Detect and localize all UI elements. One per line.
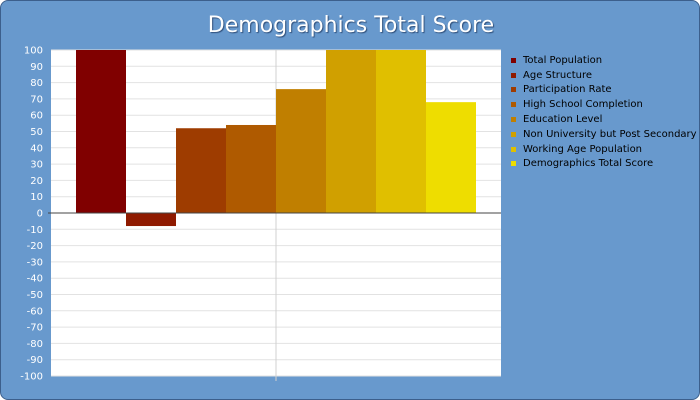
legend-label: Participation Rate (523, 84, 612, 96)
y-tick-label: 30 (30, 160, 43, 171)
y-tick-label: 40 (30, 143, 43, 154)
legend-swatch (511, 131, 516, 137)
bars (76, 50, 476, 227)
legend-swatch (511, 102, 516, 108)
legend-item: Non University but Post Secondary (511, 127, 697, 142)
bar-5[interactable] (276, 89, 326, 213)
legend-label: Education Level (523, 114, 603, 126)
y-tick-label: -10 (27, 225, 43, 236)
legend-item: Total Population (511, 53, 697, 68)
bar-7[interactable] (376, 50, 426, 213)
y-tick-label: -60 (27, 306, 43, 317)
legend-item: Demographics Total Score (511, 157, 697, 172)
bar-2[interactable] (126, 213, 176, 227)
bar-8[interactable] (426, 102, 476, 213)
y-tick-label: 100 (24, 46, 43, 57)
y-tick-label: -70 (27, 323, 43, 334)
y-tick-label: 20 (30, 176, 43, 187)
legend-label: Non University but Post Secondary (523, 128, 697, 140)
legend-label: Working Age Population (523, 143, 643, 155)
y-tick-label: 80 (30, 78, 43, 89)
legend-item: Age Structure (511, 68, 697, 83)
y-tick-label: 0 (37, 209, 43, 220)
bar-4[interactable] (226, 124, 276, 213)
legend-item: Participation Rate (511, 83, 697, 98)
legend-label: Total Population (523, 54, 603, 66)
legend-swatch (511, 57, 516, 63)
y-tick-label: -40 (27, 274, 43, 285)
y-tick-label: 70 (30, 94, 43, 105)
y-tick-label: -100 (20, 372, 43, 383)
legend-label: High School Completion (523, 99, 643, 111)
y-tick-label: -20 (27, 241, 43, 252)
bar-3[interactable] (176, 128, 226, 213)
y-tick-label: 50 (30, 127, 43, 138)
y-tick-label: -30 (27, 257, 43, 268)
legend-swatch (511, 117, 516, 123)
legend: Total Population Age Structure Participati… (511, 53, 697, 171)
bar-6[interactable] (326, 50, 376, 213)
legend-item: Education Level (511, 112, 697, 127)
legend-label: Demographics Total Score (523, 158, 654, 170)
legend-label: Age Structure (523, 69, 593, 81)
y-tick-label: 10 (30, 192, 43, 203)
y-tick-label: -80 (27, 339, 43, 350)
legend-swatch (511, 161, 516, 167)
y-tick-label: 60 (30, 111, 43, 122)
y-tick-label: 90 (30, 62, 43, 73)
legend-swatch (511, 87, 516, 93)
y-tick-label: -50 (27, 290, 43, 301)
y-axis-tick-labels: 1009080706050403020100-10-20-30-40-50-60… (20, 46, 43, 383)
legend-item: Working Age Population (511, 142, 697, 157)
y-tick-label: -90 (27, 355, 43, 366)
chart-title: Demographics Total Score (207, 13, 495, 38)
legend-swatch (511, 146, 516, 152)
bar-1[interactable] (76, 50, 126, 213)
legend-item: High School Completion (511, 97, 697, 112)
legend-swatch (511, 72, 516, 78)
